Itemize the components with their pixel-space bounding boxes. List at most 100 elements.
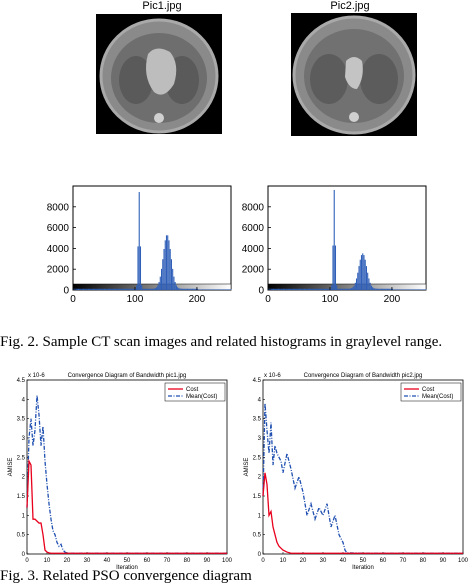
histogram-bar: [157, 285, 159, 290]
histogram-bar: [383, 288, 385, 290]
histogram-bar: [425, 289, 427, 290]
x-tick-label: 60: [380, 558, 387, 564]
histogram-bar: [388, 288, 390, 290]
histogram-bar: [385, 288, 387, 290]
series-mean-cost-line: [26, 395, 227, 554]
histogram-bar: [302, 288, 304, 290]
histogram-bar: [85, 288, 87, 290]
histogram-bar: [325, 288, 327, 290]
histogram-bar: [141, 285, 143, 290]
histogram-bar: [227, 289, 230, 290]
x-tick-label: 20: [64, 558, 71, 564]
histogram-bar: [317, 288, 319, 290]
y-tick-label: 3.5: [253, 417, 262, 423]
histogram-bar: [269, 288, 271, 290]
histogram-bar: [105, 288, 107, 290]
histogram-bar: [347, 288, 349, 290]
histogram-bar: [280, 288, 282, 290]
x-tick-label: 80: [184, 558, 191, 564]
histogram-bar: [198, 289, 200, 290]
histogram-bar: [92, 288, 94, 290]
histogram-bar: [393, 289, 395, 290]
y-tick-label: 8000: [242, 202, 265, 213]
histogram-bar: [101, 288, 103, 290]
histogram-bar: [351, 288, 353, 290]
x-tick-label: 100: [127, 294, 144, 305]
histogram-bar: [305, 288, 307, 290]
x-tick-label: 70: [164, 558, 171, 564]
histogram-bar: [398, 289, 400, 290]
histogram-bar: [329, 288, 332, 290]
histogram-bar: [275, 288, 277, 290]
plot-frame: [26, 379, 228, 555]
histogram-bar: [277, 288, 280, 290]
y-tick-label: 3: [258, 436, 262, 442]
histogram-bar: [357, 272, 359, 290]
histogram-bar: [191, 288, 194, 290]
histogram-bar: [339, 288, 341, 290]
histogram-bar: [415, 289, 417, 290]
series-cost-line: [262, 472, 463, 554]
histogram-bar: [396, 289, 398, 290]
histogram-bar: [378, 288, 380, 290]
y-axis-label: AMISE: [244, 458, 250, 477]
histogram-bar: [204, 289, 206, 290]
histogram-bar: [294, 288, 296, 290]
histogram-bar: [297, 288, 299, 290]
histogram-bar: [133, 288, 135, 290]
histogram-bar: [405, 289, 407, 290]
y-tick-label: 0.5: [17, 533, 26, 539]
histogram-bar: [281, 288, 283, 290]
histogram-bar: [158, 282, 160, 290]
chart-title: Convergence Diagram of Bandwidth pic1.jp…: [68, 373, 187, 379]
series-mean-cost-line: [262, 403, 463, 554]
histogram-bar: [377, 288, 379, 290]
histogram-bar: [147, 288, 149, 290]
histogram-bar: [200, 289, 202, 290]
histogram-bar: [363, 255, 365, 290]
y-tick-label: 0: [63, 286, 69, 297]
histogram-bar: [375, 288, 377, 290]
histogram-bar: [209, 289, 211, 290]
histogram-bar: [307, 288, 309, 290]
x-axis-label: Iteration: [116, 565, 138, 571]
histogram-bar: [172, 268, 174, 290]
histogram-bar: [128, 288, 130, 290]
x-tick-label: 200: [189, 294, 206, 305]
histogram-bar: [328, 288, 330, 290]
histogram-bar: [374, 288, 376, 290]
histogram-bar: [152, 288, 154, 290]
y-tick-label: 4: [258, 397, 262, 403]
histogram-bar: [205, 289, 207, 290]
x-tick-label: 100: [222, 558, 233, 564]
histogram-bar: [174, 282, 176, 290]
y-tick-label: 1: [258, 513, 262, 519]
histogram-bar: [86, 288, 88, 290]
histogram-bar: [358, 266, 360, 290]
histogram-bar: [87, 288, 89, 290]
histogram-bar: [148, 288, 150, 290]
histogram-bar: [112, 288, 114, 290]
histogram-bar: [123, 288, 125, 290]
y-tick-label: 3: [22, 436, 26, 442]
histogram-bar: [182, 288, 184, 290]
histogram-bar: [100, 288, 102, 290]
histogram-bar: [188, 288, 190, 290]
histogram-bar: [369, 282, 371, 290]
histogram-bar: [142, 288, 144, 290]
histogram-bar: [107, 288, 109, 290]
histogram-bar: [194, 288, 196, 290]
histogram-bar: [179, 288, 181, 290]
histogram-bar: [337, 288, 339, 290]
histogram-bar: [163, 249, 165, 290]
histogram-bar: [73, 288, 75, 290]
y-axis-label: AMISE: [8, 458, 14, 477]
histogram-bar: [362, 253, 364, 290]
histogram-bar: [342, 288, 344, 290]
histogram-bar: [170, 259, 172, 290]
histogram-bar: [230, 289, 232, 290]
x-tick-label: 0: [70, 294, 76, 305]
histogram-bar: [195, 288, 197, 290]
histogram-bar: [300, 288, 302, 290]
